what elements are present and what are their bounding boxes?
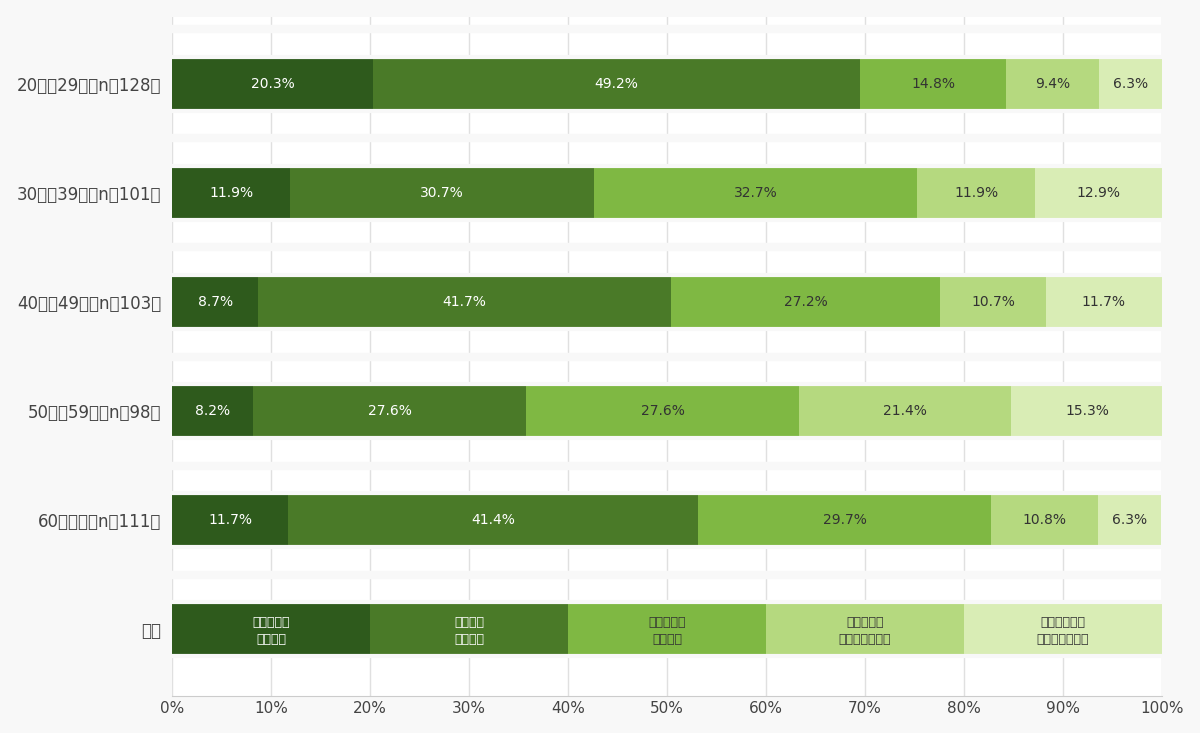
Text: 41.7%: 41.7% [443, 295, 486, 309]
Bar [1099, 59, 1162, 109]
Text: 32.7%: 32.7% [733, 186, 778, 200]
Bar [766, 604, 964, 655]
Bar [373, 59, 860, 109]
Bar [1012, 386, 1163, 436]
Text: していた: していた [454, 633, 484, 646]
Bar [173, 168, 290, 218]
Text: 10.8%: 10.8% [1022, 513, 1067, 527]
Bar [173, 495, 288, 545]
Text: 6.3%: 6.3% [1112, 513, 1147, 527]
Bar [1098, 495, 1160, 545]
Text: とても充実: とても充実 [252, 616, 290, 629]
Text: していなかった: していなかった [839, 633, 892, 646]
Bar [860, 59, 1007, 109]
Text: まったく充実: まったく充実 [1040, 616, 1085, 629]
Text: 11.9%: 11.9% [209, 186, 253, 200]
Bar [288, 495, 697, 545]
Bar [527, 386, 799, 436]
Bar [1034, 168, 1163, 218]
Text: やや充実: やや充実 [454, 616, 484, 629]
Text: 41.4%: 41.4% [470, 513, 515, 527]
Bar [991, 495, 1098, 545]
Text: していなかった: していなかった [1037, 633, 1088, 646]
Bar [173, 386, 253, 436]
Bar [568, 604, 766, 655]
Bar [258, 277, 671, 327]
Text: あまり充実: あまり充実 [846, 616, 883, 629]
Text: 11.9%: 11.9% [954, 186, 998, 200]
Text: 14.8%: 14.8% [911, 77, 955, 91]
Bar [253, 386, 527, 436]
Bar [917, 168, 1034, 218]
Text: 21.4%: 21.4% [883, 404, 928, 418]
Text: 11.7%: 11.7% [1081, 295, 1126, 309]
Bar [799, 386, 1012, 436]
Text: 49.2%: 49.2% [594, 77, 638, 91]
Text: 10.7%: 10.7% [971, 295, 1015, 309]
Bar [594, 168, 917, 218]
Bar [1046, 277, 1162, 327]
Text: 27.2%: 27.2% [784, 295, 827, 309]
Text: 20.3%: 20.3% [251, 77, 294, 91]
Bar [964, 604, 1162, 655]
Bar [370, 604, 568, 655]
Bar [173, 604, 370, 655]
Text: 9.4%: 9.4% [1036, 77, 1070, 91]
Text: 12.9%: 12.9% [1076, 186, 1121, 200]
Text: していた: していた [257, 633, 287, 646]
Bar [940, 277, 1046, 327]
Text: 29.7%: 29.7% [822, 513, 866, 527]
Text: 27.6%: 27.6% [368, 404, 412, 418]
Text: いえない: いえない [652, 633, 682, 646]
Text: 15.3%: 15.3% [1064, 404, 1109, 418]
Bar [290, 168, 594, 218]
Bar [1007, 59, 1099, 109]
Text: 8.7%: 8.7% [198, 295, 233, 309]
Bar [173, 59, 373, 109]
Text: 8.2%: 8.2% [196, 404, 230, 418]
Text: 30.7%: 30.7% [420, 186, 463, 200]
Bar [173, 277, 258, 327]
Text: 6.3%: 6.3% [1112, 77, 1148, 91]
Text: 11.7%: 11.7% [208, 513, 252, 527]
Text: どちらとも: どちらとも [648, 616, 685, 629]
Bar [671, 277, 940, 327]
Text: 27.6%: 27.6% [641, 404, 685, 418]
Bar [697, 495, 991, 545]
